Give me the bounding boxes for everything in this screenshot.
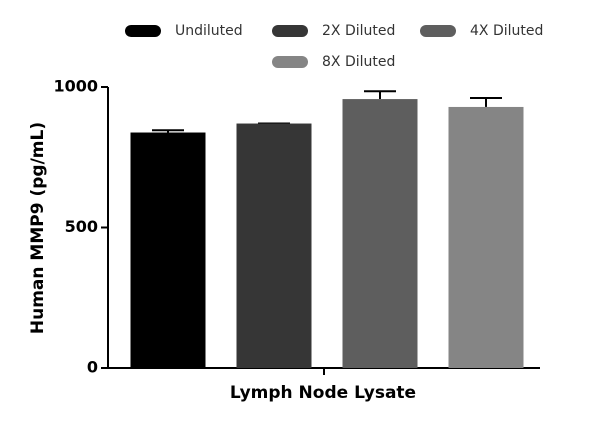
bar (236, 123, 312, 368)
legend-swatch (272, 25, 308, 37)
legend-label: 8X Diluted (322, 54, 395, 70)
legend-swatch (125, 25, 161, 37)
bar (448, 106, 524, 369)
legend-label: 4X Diluted (470, 23, 543, 39)
bar (130, 132, 206, 368)
legend-label: 2X Diluted (322, 23, 395, 39)
y-axis-label: Human MMP9 (pg/mL) (28, 122, 48, 334)
y-tick-label: 0 (87, 358, 98, 377)
x-axis-label: Lymph Node Lysate (230, 383, 416, 403)
y-tick-label: 500 (65, 217, 98, 236)
y-tick-label: 1000 (53, 77, 98, 96)
legend-swatch (272, 56, 308, 68)
legend-label: Undiluted (175, 23, 243, 39)
legend-swatch (420, 25, 456, 37)
bar (342, 99, 418, 368)
